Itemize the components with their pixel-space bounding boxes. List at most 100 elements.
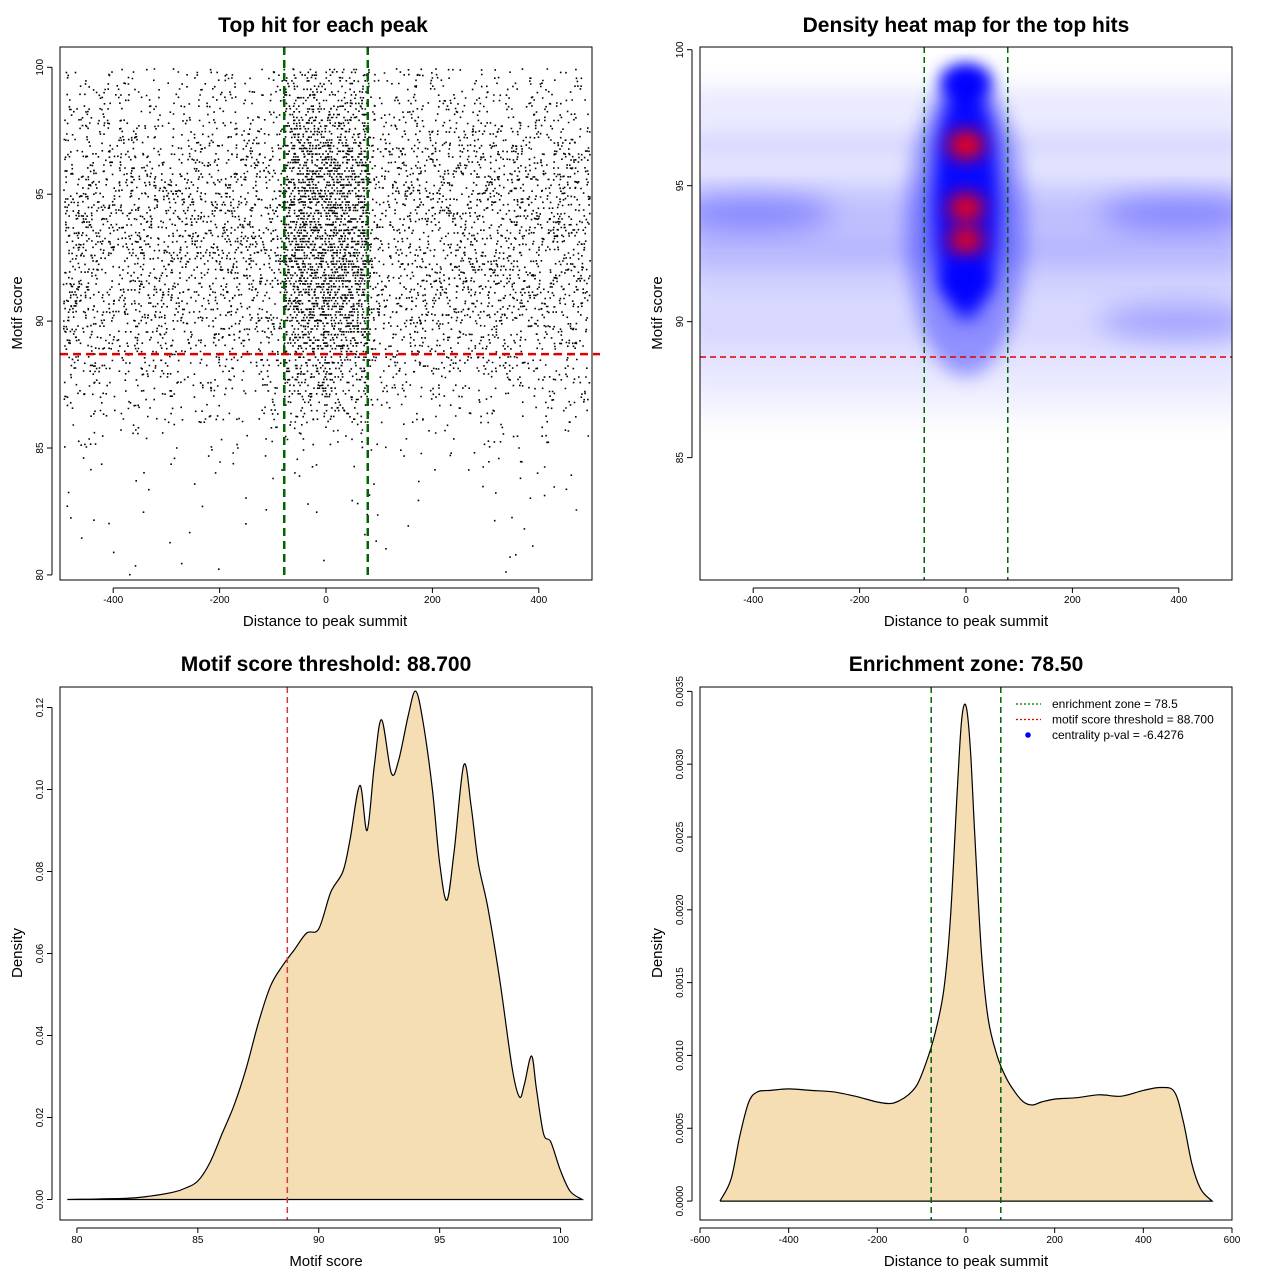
- x-tick-label: 200: [424, 595, 441, 606]
- x-tick-label: 400: [530, 595, 547, 606]
- y-tick-label: 0.0020: [675, 894, 686, 925]
- scatter-point-row: [79, 389, 586, 393]
- scatter-point-row: [63, 324, 572, 328]
- heatmap-title: Density heat map for the top hits: [803, 14, 1130, 37]
- scatter-point-row: [64, 271, 580, 274]
- scatter-point-row: [368, 494, 546, 497]
- scatter-point-row: [71, 164, 571, 167]
- legend-label: motif score threshold = 88.700: [1052, 713, 1214, 727]
- scatter-point-row: [121, 68, 577, 71]
- y-tick-label: 85: [675, 452, 686, 464]
- scatter-point-row: [67, 234, 576, 238]
- scatter-point-row: [63, 189, 562, 193]
- score-density-plot-frame: [59, 686, 593, 1221]
- scatter-point-row: [112, 551, 115, 554]
- scatter-point-row: [69, 107, 546, 111]
- scatter-point-row: [311, 465, 546, 468]
- scatter-point-row: [207, 454, 452, 457]
- y-tick-label: 0.10: [35, 779, 46, 799]
- scatter-point-row: [67, 73, 483, 77]
- scatter-point-row: [82, 369, 558, 373]
- scatter-point-row: [211, 449, 402, 451]
- score-density-panel: Motif score threshold: 88.700 Motif scor…: [9, 653, 593, 1270]
- x-tick-label: -200: [850, 595, 870, 606]
- scatter-point-row: [108, 522, 247, 525]
- heatmap-hotspot: [942, 266, 990, 295]
- scatter-point-row: [63, 302, 584, 305]
- distance-density-xlabel: Distance to peak summit: [884, 1253, 1049, 1270]
- scatter-point-row: [78, 279, 586, 283]
- heatmap-hotspot: [942, 68, 990, 97]
- scatter-point-row: [505, 571, 507, 573]
- scatter-point-row: [232, 452, 476, 455]
- x-tick-label: 95: [434, 1235, 446, 1246]
- scatter-point-row: [62, 282, 588, 286]
- y-tick-label: 0.0010: [675, 1040, 686, 1071]
- x-tick-label: 200: [1046, 1235, 1063, 1246]
- scatter-point-row: [70, 113, 589, 116]
- scatter-point-row: [73, 367, 588, 370]
- scatter-point-row: [68, 251, 580, 255]
- heatmap-hotspot: [1098, 303, 1232, 340]
- y-tick-label: 90: [35, 315, 46, 327]
- scatter-point-row: [69, 195, 591, 198]
- x-tick-label: 0: [963, 1235, 969, 1246]
- x-tick-label: 0: [963, 595, 969, 606]
- scatter-point-row: [75, 383, 524, 387]
- scatter-point-row: [73, 110, 569, 114]
- heatmap-plot-frame: [699, 46, 1233, 581]
- legend-label: centrality p-val = -6.4276: [1052, 728, 1184, 742]
- scatter-point-row: [92, 321, 578, 325]
- scatter-point-row: [298, 474, 573, 477]
- legend-marker: [1025, 732, 1031, 738]
- x-tick-label: 0: [323, 595, 329, 606]
- heatmap-hotspot: [948, 193, 984, 222]
- scatter-point-row: [93, 412, 493, 415]
- score-density-title: Motif score threshold: 88.700: [181, 653, 472, 676]
- distance-density-panel: Enrichment zone: 78.50 Distance to peak …: [649, 653, 1241, 1270]
- scatter-point-row: [64, 446, 520, 449]
- scatter-point-row: [91, 350, 523, 353]
- scatter-point-row: [64, 155, 586, 159]
- scatter-point-row: [68, 248, 585, 252]
- scatter-point-row: [68, 355, 569, 359]
- y-tick-label: 0.08: [35, 861, 46, 881]
- distance-density-plot-frame: [699, 686, 1233, 1221]
- heatmap-hotspot: [700, 194, 834, 231]
- scatter-point-row: [69, 259, 591, 263]
- scatter-point-row: [143, 472, 539, 474]
- scatter-point-row: [85, 313, 582, 317]
- scatter-point-row: [135, 480, 420, 483]
- y-tick-label: 100: [675, 41, 686, 58]
- scatter-point-row: [68, 214, 586, 218]
- y-tick-label: 0.0015: [675, 967, 686, 998]
- y-tick-label: 0.0000: [675, 1185, 686, 1216]
- scatter-panel: Top hit for each peak Distance to peak s…: [9, 14, 600, 630]
- x-tick-label: 100: [552, 1235, 569, 1246]
- scatter-point-row: [64, 200, 561, 204]
- scatter-point-row: [92, 88, 582, 91]
- scatter-point-row: [67, 203, 590, 207]
- x-tick-label: -200: [867, 1235, 887, 1246]
- scatter-point-row: [265, 509, 578, 511]
- scatter-point-row: [99, 130, 591, 133]
- x-tick-label: 85: [192, 1235, 204, 1246]
- x-tick-label: 600: [1224, 1235, 1241, 1246]
- y-tick-label: 95: [35, 188, 46, 200]
- scatter-point-row: [72, 265, 584, 269]
- scatter-point-row: [482, 485, 555, 488]
- scatter-point-row: [80, 443, 486, 446]
- scatter-point-row: [82, 457, 500, 461]
- scatter-point-row: [515, 554, 517, 556]
- scatter-point-row: [69, 400, 585, 404]
- score-density-xlabel: Motif score: [289, 1253, 362, 1270]
- scatter-plot-frame: [59, 46, 593, 581]
- legend-label: enrichment zone = 78.5: [1052, 697, 1178, 711]
- scatter-point-row: [385, 548, 387, 550]
- y-tick-label: 0.00: [35, 1189, 46, 1209]
- scatter-point-row: [67, 316, 588, 320]
- scatter-point-row: [71, 358, 578, 362]
- scatter-point-row: [180, 562, 183, 565]
- scatter-point-row: [75, 217, 588, 221]
- scatter-point-row: [70, 149, 590, 153]
